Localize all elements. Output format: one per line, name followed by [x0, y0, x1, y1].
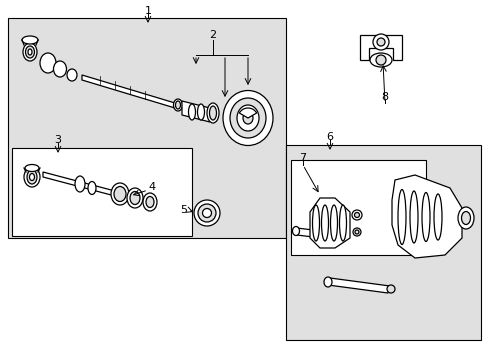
Text: 6: 6 [326, 132, 333, 142]
Ellipse shape [339, 205, 346, 241]
Circle shape [372, 34, 388, 50]
Text: 3: 3 [54, 135, 61, 145]
Bar [12, 148, 192, 236]
Ellipse shape [202, 208, 211, 217]
Text: 4: 4 [148, 182, 155, 192]
Ellipse shape [29, 174, 35, 180]
Bar [285, 145, 480, 340]
Ellipse shape [188, 104, 195, 120]
Ellipse shape [175, 101, 180, 109]
Polygon shape [359, 35, 401, 60]
Polygon shape [182, 101, 209, 122]
Ellipse shape [223, 90, 272, 145]
Wedge shape [239, 108, 256, 118]
Ellipse shape [354, 230, 358, 234]
Text: 1: 1 [144, 6, 151, 16]
Ellipse shape [28, 49, 32, 55]
Text: 7: 7 [299, 153, 306, 163]
Ellipse shape [369, 53, 391, 67]
Ellipse shape [142, 193, 157, 211]
Bar [8, 18, 285, 238]
Ellipse shape [237, 105, 259, 131]
Ellipse shape [312, 205, 319, 241]
Polygon shape [391, 175, 461, 258]
Ellipse shape [25, 165, 39, 171]
Ellipse shape [25, 46, 35, 58]
Text: 8: 8 [381, 92, 388, 102]
Ellipse shape [421, 193, 429, 242]
Ellipse shape [27, 170, 37, 184]
Ellipse shape [53, 61, 66, 77]
Ellipse shape [461, 212, 469, 225]
Ellipse shape [243, 112, 252, 124]
Polygon shape [327, 278, 389, 293]
Ellipse shape [197, 104, 204, 120]
Ellipse shape [24, 167, 40, 187]
Ellipse shape [351, 210, 361, 220]
Ellipse shape [130, 192, 140, 204]
Ellipse shape [386, 285, 394, 293]
Ellipse shape [114, 186, 126, 202]
Polygon shape [296, 228, 345, 241]
Ellipse shape [75, 176, 85, 192]
Ellipse shape [292, 226, 299, 235]
Ellipse shape [209, 106, 216, 120]
Ellipse shape [397, 189, 405, 244]
Bar [290, 160, 425, 255]
Ellipse shape [321, 205, 328, 241]
Ellipse shape [330, 205, 337, 241]
Ellipse shape [40, 53, 56, 73]
Ellipse shape [206, 103, 219, 123]
Ellipse shape [173, 99, 182, 111]
Ellipse shape [194, 200, 220, 226]
Ellipse shape [111, 183, 129, 205]
Ellipse shape [433, 194, 441, 240]
Ellipse shape [352, 228, 360, 236]
Ellipse shape [146, 197, 154, 207]
Circle shape [375, 55, 385, 65]
Ellipse shape [229, 98, 265, 138]
Ellipse shape [88, 181, 96, 194]
Text: 5: 5 [180, 205, 187, 215]
Circle shape [376, 38, 384, 46]
Ellipse shape [457, 207, 473, 229]
Ellipse shape [67, 69, 77, 81]
Ellipse shape [127, 188, 142, 208]
Polygon shape [309, 198, 349, 248]
Ellipse shape [23, 43, 37, 61]
Text: 2: 2 [209, 30, 216, 40]
Ellipse shape [324, 277, 331, 287]
Polygon shape [82, 75, 175, 108]
Polygon shape [43, 172, 115, 196]
Ellipse shape [198, 204, 216, 222]
Ellipse shape [409, 191, 417, 243]
Ellipse shape [354, 212, 359, 217]
Ellipse shape [22, 36, 38, 44]
